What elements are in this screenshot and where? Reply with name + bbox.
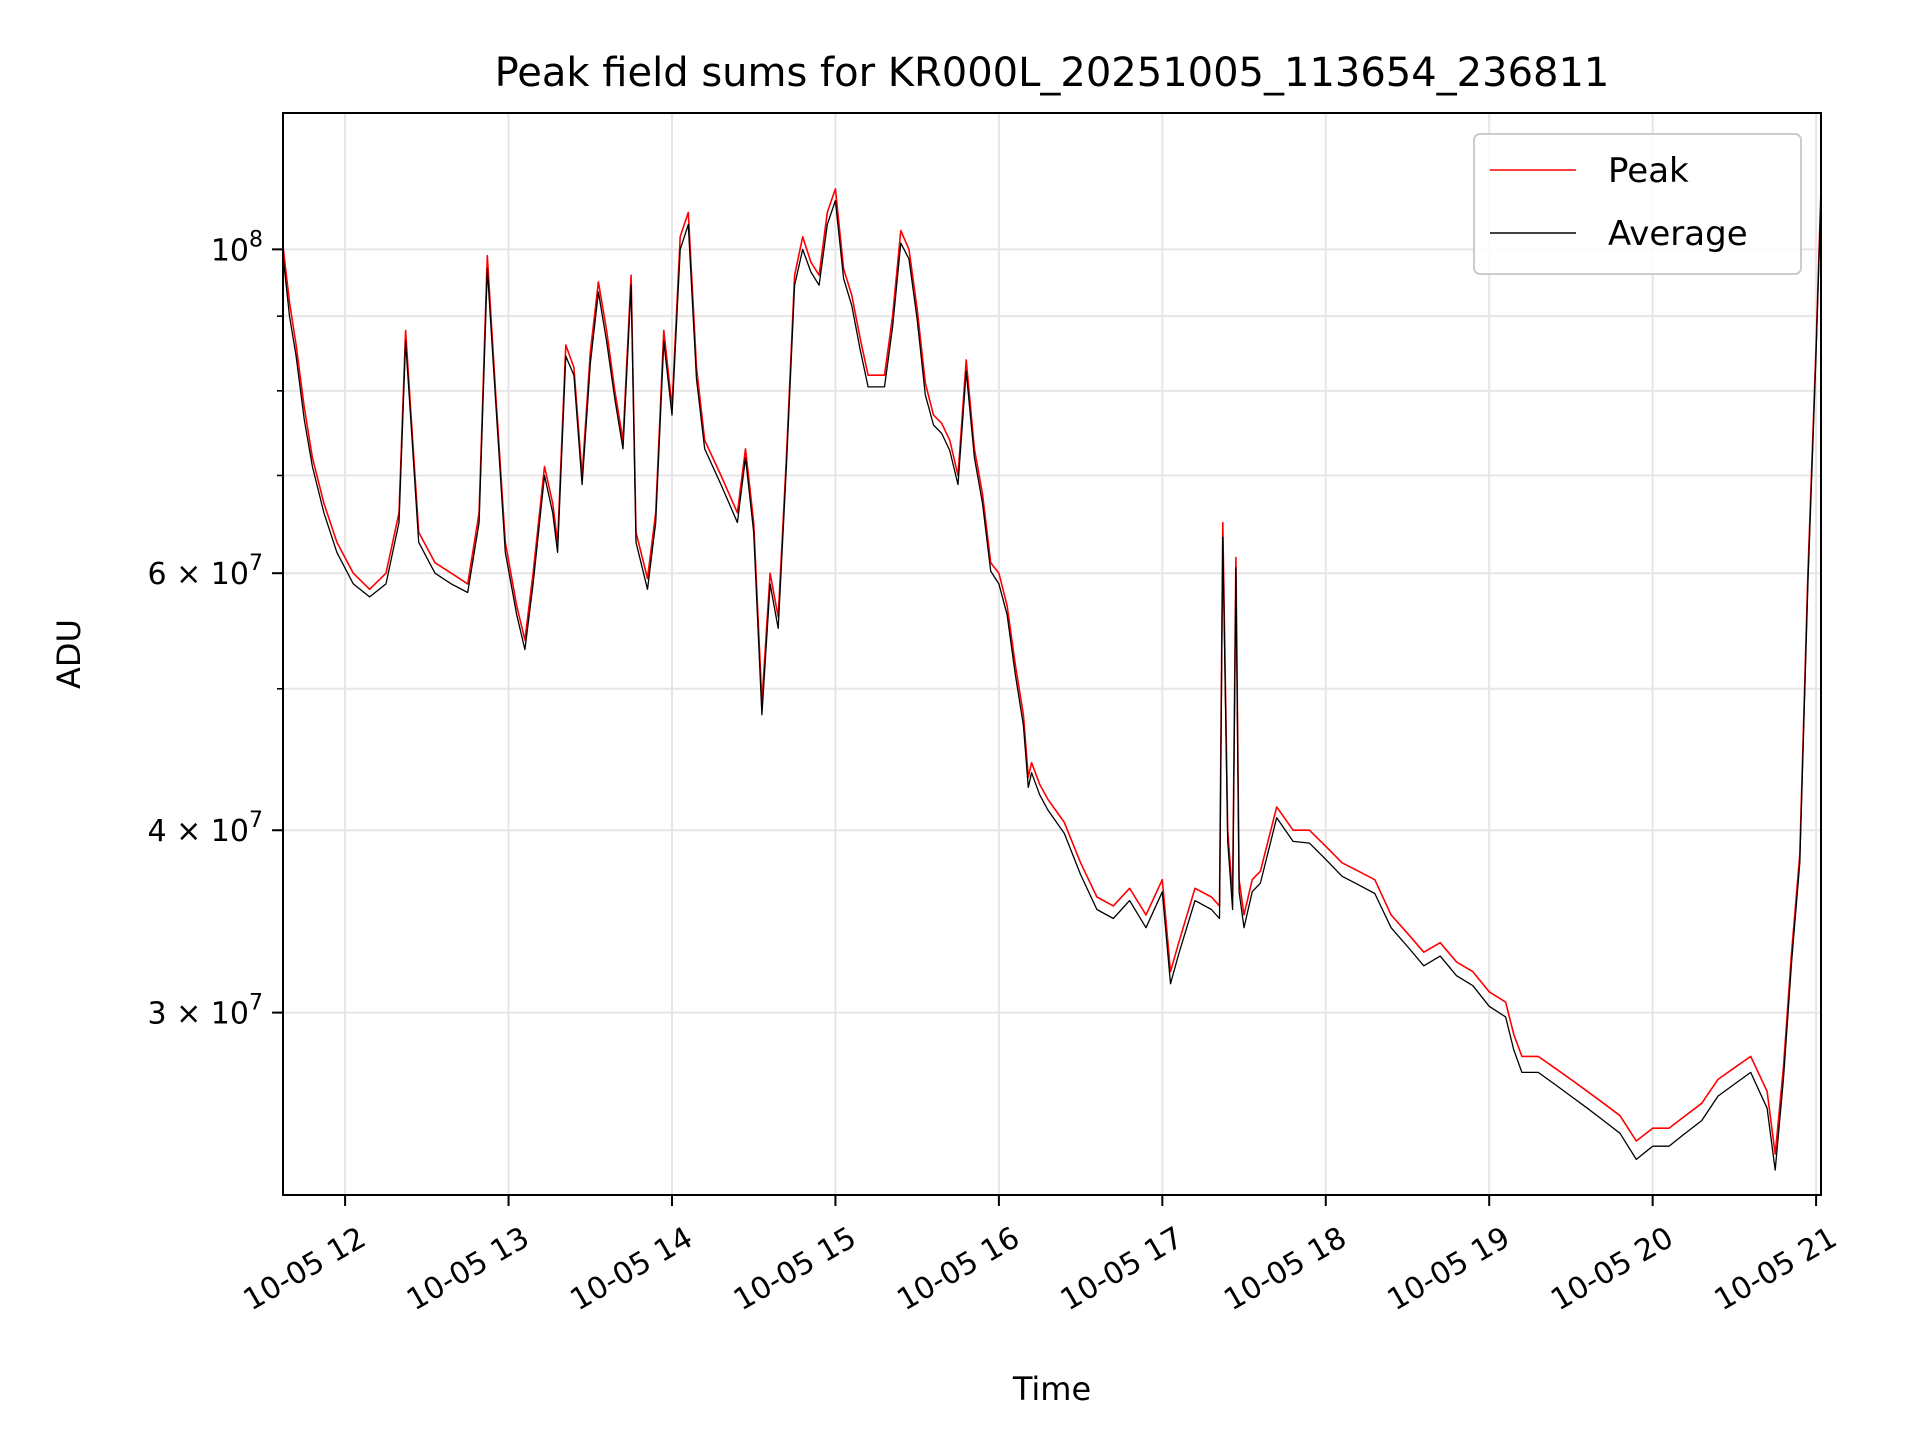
data-lines: [282, 188, 1822, 1171]
y-axis-ticks: 108 6 × 107 4 × 107 3 × 107: [148, 227, 283, 1032]
chart-title: Peak field sums for KR000L_20251005_1136…: [495, 50, 1610, 96]
plot-frame: [282, 112, 1822, 1196]
y-tick-label: 4 × 107: [148, 808, 263, 849]
y-axis-label: ADU: [50, 619, 88, 689]
y-tick-label: 3 × 107: [148, 991, 263, 1032]
x-axis-label: Time: [1012, 1370, 1091, 1408]
series-line-average: [282, 194, 1822, 1171]
y-tick-label: 6 × 107: [148, 551, 263, 592]
legend: Peak Average: [1473, 133, 1802, 275]
legend-box: [1473, 133, 1802, 275]
series-line-peak: [282, 188, 1822, 1155]
legend-label-average: Average: [1608, 214, 1748, 254]
y-tick-label: 108: [211, 227, 263, 268]
grid-lines: [283, 113, 1821, 1195]
legend-label-peak: Peak: [1608, 151, 1689, 191]
